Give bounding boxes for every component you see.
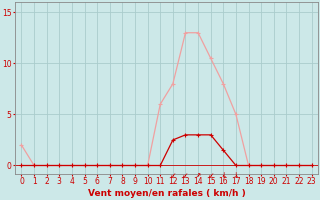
Text: ↙: ↙ — [170, 171, 176, 180]
Text: ↗: ↗ — [195, 171, 201, 180]
Text: ↙: ↙ — [207, 171, 214, 180]
Text: ↓: ↓ — [220, 171, 227, 180]
X-axis label: Vent moyen/en rafales ( km/h ): Vent moyen/en rafales ( km/h ) — [88, 189, 245, 198]
Text: ↙: ↙ — [182, 171, 189, 180]
Text: ↓: ↓ — [233, 171, 239, 180]
